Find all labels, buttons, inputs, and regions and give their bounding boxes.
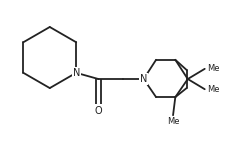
Text: Me: Me [167,117,179,127]
Text: N: N [140,74,147,84]
Text: N: N [72,68,80,78]
Text: Me: Me [207,85,219,94]
Text: Me: Me [207,64,219,73]
Text: O: O [95,106,102,116]
